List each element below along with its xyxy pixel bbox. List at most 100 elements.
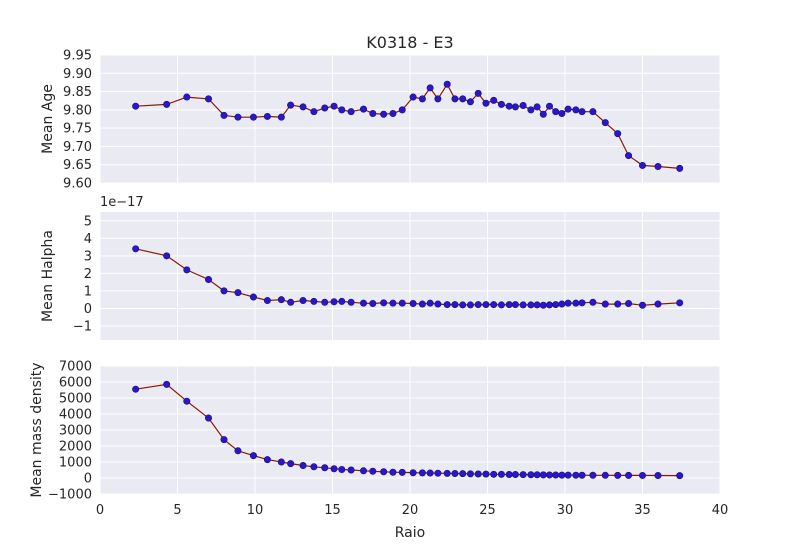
data-point [552,471,560,479]
data-point [552,301,560,309]
data-point [676,472,684,480]
data-point [183,93,191,101]
data-point [466,470,474,478]
data-point [183,397,191,405]
data-point [299,103,307,111]
data-point [338,106,346,114]
data-point [533,103,541,111]
data-point [409,300,417,308]
x-tick-label: 5 [173,503,181,518]
data-point [511,471,519,479]
data-point [380,468,388,476]
data-point [287,298,295,306]
x-tick-label: 20 [402,503,419,518]
y-tick-label: 4000 [59,408,92,423]
data-point [654,300,662,308]
data-point [347,466,355,474]
data-point [527,301,535,309]
data-point [459,95,467,103]
data-point [625,300,633,308]
data-point [409,93,417,101]
data-point [527,106,535,114]
y-tick-label: 9.75 [63,122,92,137]
data-point [310,108,318,116]
y-tick-label: −1000 [48,488,92,503]
data-point [369,110,377,118]
y-tick-label: 3 [84,249,92,264]
panel-2: −1 0 1 2 3 4 5 Mean Halpha 1e−17 [40,195,721,340]
data-point [299,462,307,470]
data-point [359,467,367,475]
x-tick-label: 40 [712,503,729,518]
data-point [359,105,367,113]
data-point [183,266,191,274]
data-point [511,103,519,111]
y-tick-label: 1 [84,284,92,299]
data-point [539,471,547,479]
data-point [434,469,442,477]
data-point [418,95,426,103]
data-point [601,300,609,308]
data-point [539,301,547,309]
data-point [380,110,388,118]
data-point [614,471,622,479]
series-line [135,248,680,306]
data-point [220,111,228,119]
data-point [369,300,377,308]
panels: 9.60 9.65 9.70 9.75 9.80 9.85 9.90 9.95 Mean Age… [29,49,728,519]
data-point [426,84,434,92]
data-point [589,471,597,479]
y-tick-label: 3000 [59,424,92,439]
data-point [545,471,553,479]
data-point [459,470,467,478]
y-tick-label: 2 [84,267,92,282]
data-point [564,299,572,307]
data-point [338,297,346,305]
data-point [572,471,580,479]
x-tick-label: 15 [324,503,341,518]
data-point [263,297,271,305]
x-tick-label: 30 [557,503,574,518]
data-point [572,299,580,307]
data-point [321,464,329,472]
y-tick-label: 9.80 [63,103,92,118]
data-point [482,99,490,107]
data-point [558,300,566,308]
data-point [263,456,271,464]
y-tick-label: 7000 [59,360,92,375]
series-line [135,383,680,477]
data-point [330,298,338,306]
data-point [638,301,646,309]
data-point [434,300,442,308]
data-point [132,385,140,393]
y-tick-label: 9.90 [63,67,92,82]
data-point [545,301,553,309]
data-point [398,468,406,476]
data-point [638,471,646,479]
data-point [601,119,609,127]
series-line [135,83,680,169]
data-point [519,101,527,109]
data-point [398,299,406,307]
data-point [654,163,662,171]
data-point [505,470,513,478]
data-point [459,301,467,309]
data-point [321,298,329,306]
y-tick-label: 5 [84,214,92,229]
data-point [451,470,459,478]
data-point [466,301,474,309]
data-point [330,465,338,473]
data-point [572,106,580,114]
y-tick-label: −1 [73,319,92,334]
data-point [466,98,474,106]
data-point [564,471,572,479]
data-point [490,301,498,309]
data-point [474,89,482,97]
data-point [234,289,242,297]
data-point [389,468,397,476]
data-point [589,108,597,116]
data-point [482,301,490,309]
data-point [505,301,513,309]
x-tick-label: 0 [96,503,104,518]
x-tick-label: 35 [634,503,651,518]
